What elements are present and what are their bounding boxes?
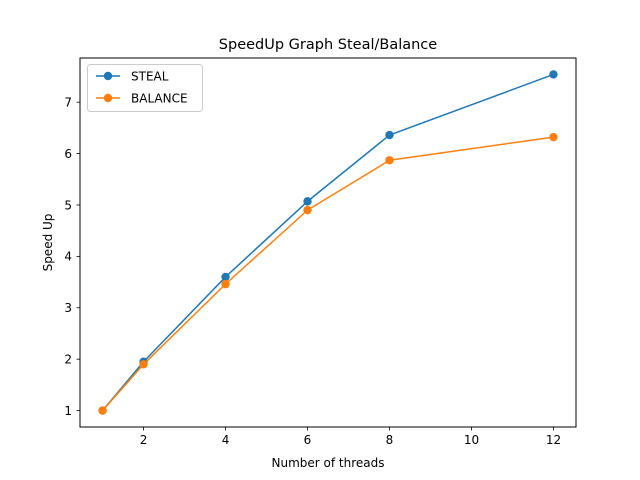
data-point-balance — [303, 205, 312, 215]
y-tick-label: 7 — [64, 95, 72, 109]
y-tick-label: 6 — [64, 147, 72, 161]
data-point-balance — [98, 406, 107, 415]
x-tick-label: 2 — [140, 433, 148, 447]
data-point-steal — [303, 197, 312, 206]
x-tick-label: 8 — [386, 433, 394, 447]
legend-label-steal: STEAL — [131, 70, 169, 84]
data-point-steal — [385, 130, 394, 140]
data-point-balance — [549, 132, 558, 142]
y-tick-label: 2 — [64, 352, 72, 366]
y-tick-label: 4 — [64, 250, 72, 264]
series-line-steal — [101, 73, 554, 412]
x-tick-label: 6 — [304, 433, 312, 447]
legend: STEAL BALANCE — [87, 64, 203, 112]
x-tick-label: 12 — [546, 433, 561, 447]
series-line-balance — [101, 136, 554, 412]
data-point-balance — [139, 360, 148, 369]
plot-area-frame — [79, 57, 577, 428]
data-point-balance — [221, 279, 230, 289]
x-tick-label: 4 — [222, 433, 230, 447]
legend-marker-steal — [103, 71, 113, 81]
y-tick-label: 3 — [64, 301, 72, 315]
data-point-balance — [385, 156, 394, 165]
y-axis-label: Speed Up — [41, 214, 55, 272]
x-tick-label: 10 — [464, 433, 479, 447]
x-axis-label: Number of threads — [272, 456, 385, 470]
data-point-steal — [221, 272, 230, 282]
data-point-steal — [549, 70, 558, 79]
legend-marker-balance — [103, 93, 113, 103]
y-tick-label: 1 — [64, 404, 72, 418]
chart-title: SpeedUp Graph Steal/Balance — [219, 37, 437, 53]
y-tick-label: 5 — [64, 198, 72, 212]
legend-label-balance: BALANCE — [131, 92, 188, 106]
